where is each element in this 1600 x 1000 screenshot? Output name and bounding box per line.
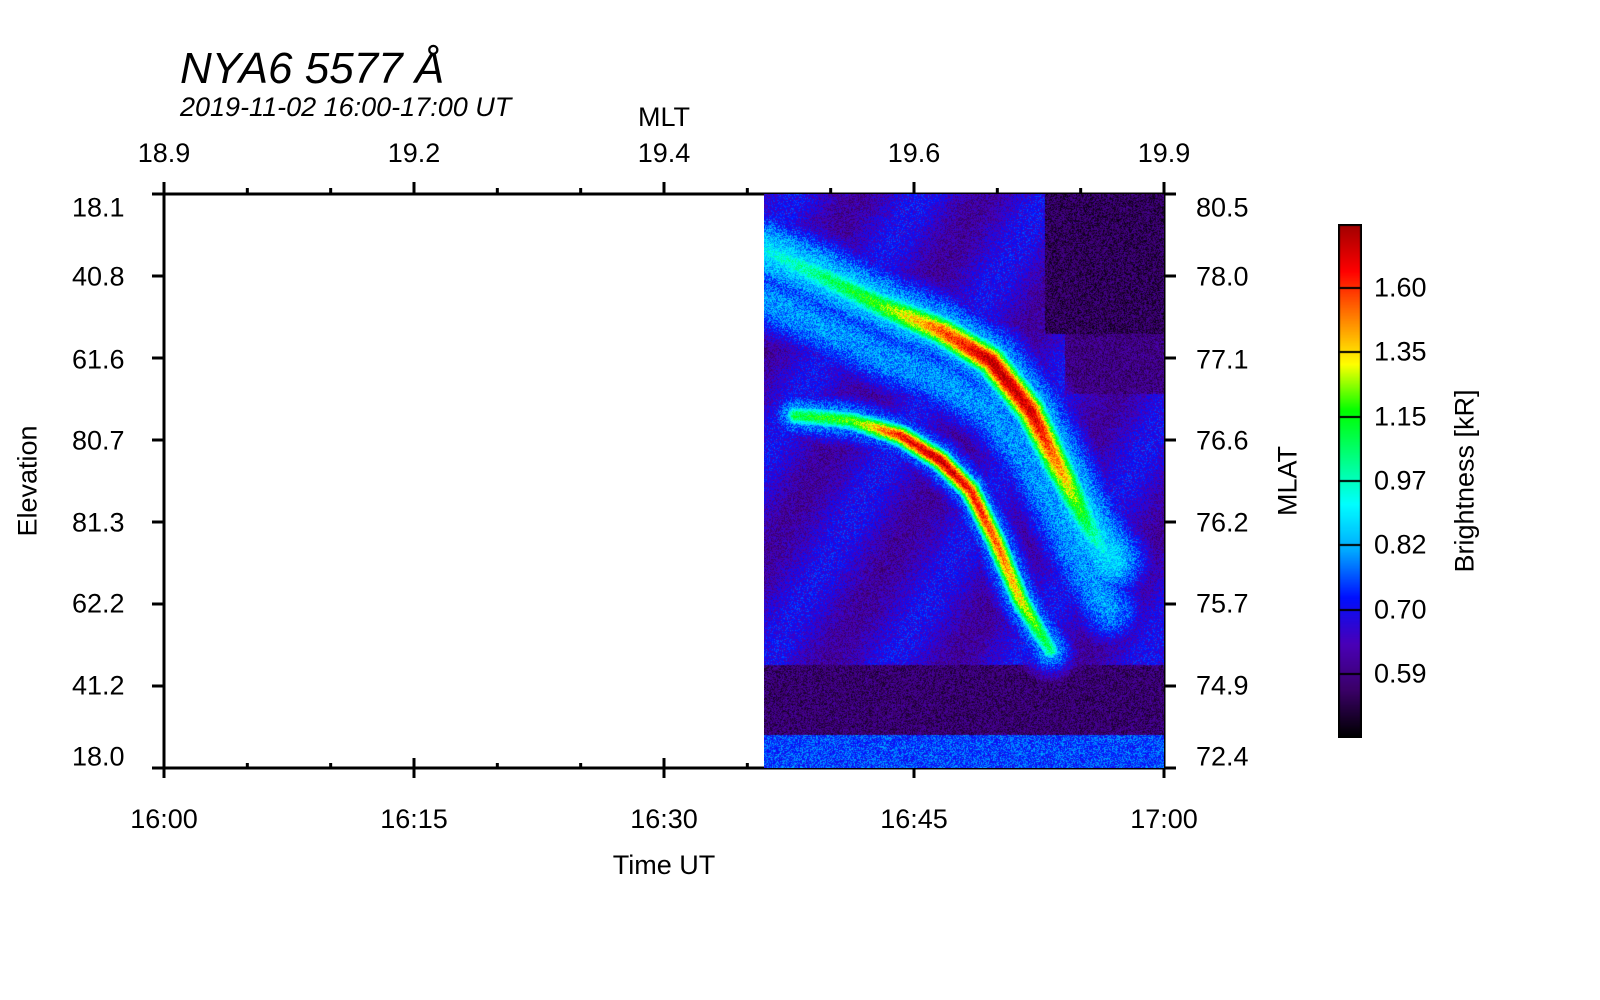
chart-title: NYA6 5577 Å <box>180 44 445 93</box>
y-tick-label-right: 78.0 <box>1196 261 1249 292</box>
x-tick-label: 16:45 <box>880 804 948 834</box>
y-tick-label-right: 77.1 <box>1196 344 1249 375</box>
colorbar-tick-label: 1.60 <box>1374 272 1427 303</box>
y-tick-label-left: 61.6 <box>72 344 125 375</box>
colorbar-tick-label: 0.97 <box>1374 465 1427 496</box>
colorbar <box>1338 224 1362 738</box>
y-tick-label-left: 80.7 <box>72 425 125 456</box>
top-tick-label: 19.6 <box>887 138 941 168</box>
x-tick-label: 16:15 <box>380 804 448 834</box>
y-tick-label-right: 80.5 <box>1196 192 1249 223</box>
colorbar-tick-label: 1.35 <box>1374 336 1427 367</box>
colorbar-tick-label: 0.82 <box>1374 529 1427 560</box>
y-tick-label-left: 18.0 <box>72 741 125 772</box>
y-tick-label-right: 76.6 <box>1196 425 1249 456</box>
top-tick-label: 18.9 <box>137 138 191 168</box>
top-tick-label: 19.2 <box>387 138 441 168</box>
y-tick-label-left: 40.8 <box>72 261 125 292</box>
colorbar-tick-label: 0.70 <box>1374 594 1427 625</box>
y-tick-label-left: 18.1 <box>72 192 125 223</box>
y-tick-label-right: 74.9 <box>1196 670 1249 701</box>
keogram-image <box>764 194 1164 768</box>
y-tick-label-left: 81.3 <box>72 507 125 538</box>
chart-subtitle: 2019-11-02 16:00-17:00 UT <box>180 92 512 122</box>
y-tick-label-left: 41.2 <box>72 670 125 701</box>
x-axis-label: Time UT <box>612 850 716 880</box>
y-tick-label-left: 62.2 <box>72 588 125 619</box>
y-tick-label-right: 72.4 <box>1196 741 1249 772</box>
colorbar-tick-label: 0.59 <box>1374 658 1427 689</box>
x-tick-label: 16:00 <box>130 804 198 834</box>
y-tick-label-right: 76.2 <box>1196 507 1249 538</box>
top-axis-label: MLT <box>638 102 690 132</box>
colorbar-tick-label: 1.15 <box>1374 401 1427 432</box>
top-tick-label: 19.4 <box>637 138 691 168</box>
top-tick-label: 19.9 <box>1137 138 1191 168</box>
y-tick-label-right: 75.7 <box>1196 588 1249 619</box>
x-tick-label: 16:30 <box>630 804 698 834</box>
x-tick-label: 17:00 <box>1130 804 1198 834</box>
